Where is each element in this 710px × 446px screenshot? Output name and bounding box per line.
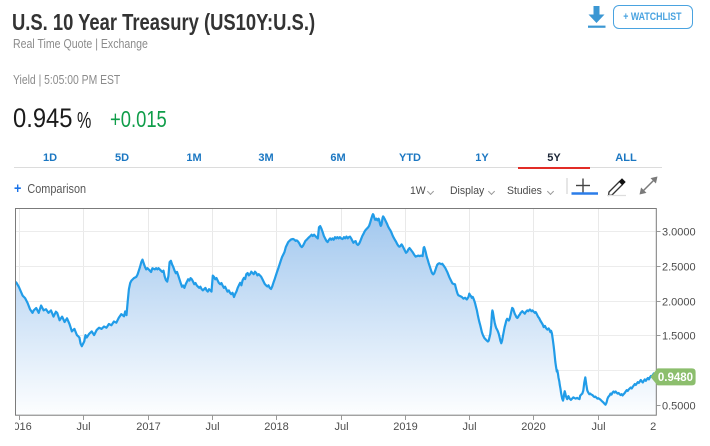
svg-text:0.5000: 0.5000 [662, 400, 696, 412]
svg-text:2019: 2019 [393, 421, 417, 433]
svg-text:Jul: Jul [76, 421, 90, 433]
svg-text:2018: 2018 [264, 421, 288, 433]
svg-text:2016: 2016 [7, 421, 31, 433]
svg-text:Jul: Jul [591, 421, 605, 433]
svg-text:0.9480: 0.9480 [658, 372, 693, 384]
svg-text:2.0000: 2.0000 [662, 296, 696, 308]
svg-text:2.5000: 2.5000 [662, 261, 696, 273]
svg-text:2021: 2021 [650, 421, 674, 433]
svg-text:3.0000: 3.0000 [662, 226, 696, 238]
svg-text:Jul: Jul [334, 421, 348, 433]
svg-text:1.5000: 1.5000 [662, 330, 696, 342]
svg-text:Jul: Jul [462, 421, 476, 433]
svg-text:2020: 2020 [521, 421, 545, 433]
svg-text:Jul: Jul [205, 421, 219, 433]
svg-text:2017: 2017 [136, 421, 160, 433]
